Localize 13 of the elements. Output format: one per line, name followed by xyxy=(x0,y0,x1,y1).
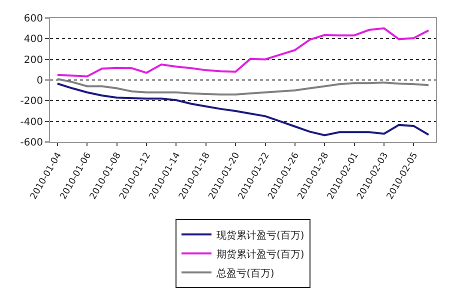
y-tick-label: -400 xyxy=(20,116,43,128)
y-tick-label: 200 xyxy=(24,54,43,66)
y-tick-label: -600 xyxy=(20,138,43,148)
y-tick-label: 0 xyxy=(36,76,43,86)
line-series xyxy=(56,82,430,136)
legend-label: 总盈亏(百万) xyxy=(216,267,274,280)
legend-label: 现货累计盈亏(百万) xyxy=(216,229,304,242)
y-tick-label: 600 xyxy=(24,14,43,24)
line-series xyxy=(56,27,430,78)
y-tick-label: -200 xyxy=(20,96,43,108)
line-series xyxy=(56,78,430,96)
legend-label: 期货累计盈亏(百万) xyxy=(216,248,304,260)
y-tick-label: 400 xyxy=(24,34,43,46)
